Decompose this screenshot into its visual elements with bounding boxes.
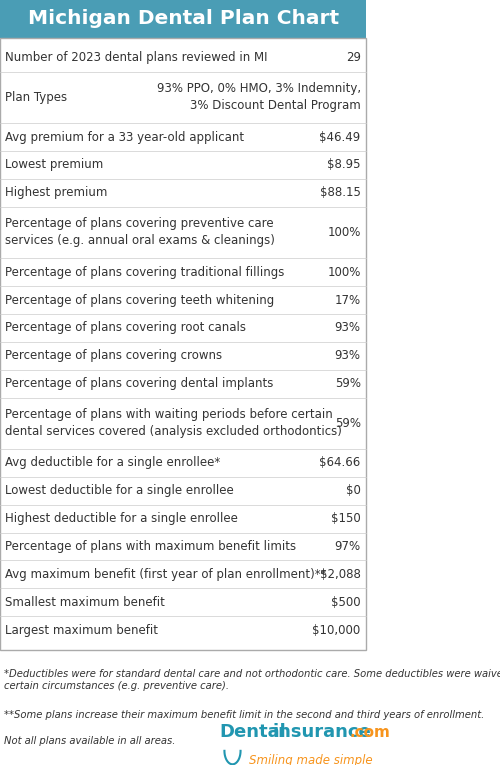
Text: Avg maximum benefit (first year of plan enrollment)**: Avg maximum benefit (first year of plan … — [6, 568, 327, 581]
Text: 17%: 17% — [334, 294, 360, 307]
Text: $150: $150 — [331, 513, 360, 526]
Text: 93%: 93% — [334, 321, 360, 334]
Text: $64.66: $64.66 — [320, 457, 360, 470]
Text: $8.95: $8.95 — [327, 158, 360, 171]
Text: Dental: Dental — [220, 723, 286, 741]
Text: $500: $500 — [331, 596, 360, 609]
Text: $2,088: $2,088 — [320, 568, 360, 581]
Text: 59%: 59% — [334, 377, 360, 390]
Text: 93%: 93% — [334, 349, 360, 362]
FancyBboxPatch shape — [0, 37, 366, 650]
Text: 100%: 100% — [328, 265, 360, 278]
Text: Smiling made simple: Smiling made simple — [249, 754, 372, 765]
Text: $0: $0 — [346, 484, 360, 497]
Text: Plan Types: Plan Types — [6, 91, 68, 104]
Text: Avg deductible for a single enrollee*: Avg deductible for a single enrollee* — [6, 457, 220, 470]
Text: 97%: 97% — [334, 540, 360, 553]
Text: Percentage of plans covering traditional fillings: Percentage of plans covering traditional… — [6, 265, 285, 278]
Text: $10,000: $10,000 — [312, 623, 360, 636]
Text: 93% PPO, 0% HMO, 3% Indemnity,
3% Discount Dental Program: 93% PPO, 0% HMO, 3% Indemnity, 3% Discou… — [156, 83, 360, 112]
Text: 59%: 59% — [334, 417, 360, 430]
Text: $88.15: $88.15 — [320, 186, 360, 199]
Text: 29: 29 — [346, 51, 360, 64]
Text: Percentage of plans with waiting periods before certain
dental services covered : Percentage of plans with waiting periods… — [6, 409, 342, 438]
Text: Number of 2023 dental plans reviewed in MI: Number of 2023 dental plans reviewed in … — [6, 51, 268, 64]
Text: Lowest premium: Lowest premium — [6, 158, 103, 171]
Text: Highest deductible for a single enrollee: Highest deductible for a single enrollee — [6, 513, 238, 526]
Text: .com: .com — [350, 724, 391, 740]
Text: Not all plans available in all areas.: Not all plans available in all areas. — [4, 736, 175, 746]
Text: Avg premium for a 33 year-old applicant: Avg premium for a 33 year-old applicant — [6, 131, 244, 144]
Text: Highest premium: Highest premium — [6, 186, 108, 199]
FancyBboxPatch shape — [0, 0, 366, 37]
Text: insurance: insurance — [273, 723, 372, 741]
Text: Largest maximum benefit: Largest maximum benefit — [6, 623, 158, 636]
Text: Percentage of plans covering teeth whitening: Percentage of plans covering teeth white… — [6, 294, 274, 307]
Text: Smallest maximum benefit: Smallest maximum benefit — [6, 596, 166, 609]
Text: **Some plans increase their maximum benefit limit in the second and third years : **Some plans increase their maximum bene… — [4, 710, 484, 720]
Text: Percentage of plans covering preventive care
services (e.g. annual oral exams & : Percentage of plans covering preventive … — [6, 217, 276, 247]
Text: Michigan Dental Plan Chart: Michigan Dental Plan Chart — [28, 9, 338, 28]
Text: Lowest deductible for a single enrollee: Lowest deductible for a single enrollee — [6, 484, 234, 497]
Text: Percentage of plans with maximum benefit limits: Percentage of plans with maximum benefit… — [6, 540, 296, 553]
Text: 100%: 100% — [328, 226, 360, 239]
Text: Percentage of plans covering dental implants: Percentage of plans covering dental impl… — [6, 377, 274, 390]
Text: Percentage of plans covering root canals: Percentage of plans covering root canals — [6, 321, 246, 334]
Text: *Deductibles were for standard dental care and not orthodontic care. Some deduct: *Deductibles were for standard dental ca… — [4, 669, 500, 691]
Text: Percentage of plans covering crowns: Percentage of plans covering crowns — [6, 349, 222, 362]
Text: $46.49: $46.49 — [320, 131, 360, 144]
